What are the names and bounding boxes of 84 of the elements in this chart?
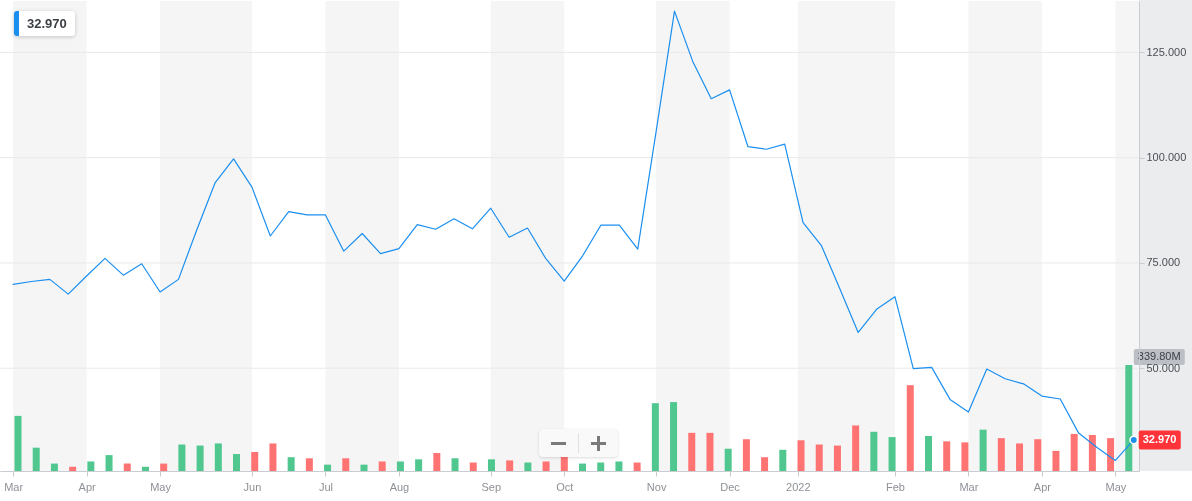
bar [342,458,350,471]
x-tick-label: 2022 [786,480,811,493]
bar [597,462,605,471]
bar [378,461,386,471]
bar [924,436,932,471]
bar [506,460,514,471]
bar [742,439,750,471]
bar [688,432,696,471]
bar [542,461,550,471]
bar [997,438,1005,471]
x-tick-label: Apr [1033,480,1052,493]
bar [815,444,823,471]
x-tick-label: Sep [481,480,502,493]
bar [524,462,532,471]
bar [1052,450,1060,471]
bar [1016,443,1024,471]
bar [14,415,22,471]
bar [651,403,659,471]
bar [469,462,477,471]
bar [123,463,131,471]
bar [888,437,896,471]
y-tick-label: 100.000 [1146,151,1187,164]
bar [1088,434,1096,471]
bar [415,459,423,471]
y-tick-label: 50.000 [1146,361,1181,374]
bar [961,442,969,471]
x-tick-label: Dec [720,480,741,493]
bar [779,449,787,471]
bar [178,444,186,471]
bar [269,443,277,471]
bar [615,461,623,471]
bar [287,457,295,471]
bar [979,429,987,471]
bar [87,461,95,471]
annotation: 339.80M [1137,350,1181,363]
bar [579,463,587,471]
bar [1034,439,1042,471]
x-tick-label: May [1105,480,1127,493]
bar [196,445,204,471]
bar [50,463,58,471]
bar [1070,433,1078,471]
x-tick-label: Mar [4,480,24,493]
bar [833,445,841,471]
bar [943,441,951,471]
data-label: 32.970 [1142,432,1177,445]
bar [487,459,495,471]
y-tick-label: 125.000 [1146,45,1187,58]
bar [360,464,368,471]
bar [233,454,241,471]
y-tick-label: 75.000 [1146,256,1181,269]
bar [324,464,332,471]
bar [797,440,805,471]
bar [906,385,914,471]
bar [870,431,878,471]
x-tick-label: Apr [78,480,96,493]
bar [305,458,313,471]
bar [724,448,732,471]
bar [761,457,769,471]
bar [1125,365,1133,471]
x-tick-label: Oct [556,480,574,493]
x-tick-label: Jun [243,480,262,493]
bar [105,455,113,471]
bar [396,461,404,471]
bar [852,425,860,471]
bar [451,458,459,471]
x-tick-label: Feb [885,480,905,493]
bar [214,443,222,471]
bar [251,451,259,471]
x-tick-label: Jul [318,480,333,493]
bar [160,463,168,471]
bar [1107,438,1115,471]
bar [69,466,77,471]
bar [706,432,714,471]
x-tick-label: Mar [959,480,979,493]
bar [433,452,441,471]
bar [633,462,641,471]
annotation: 32.970 [27,16,67,31]
x-tick-label: May [150,480,172,493]
x-tick-label: Nov [646,480,667,493]
bar [560,456,568,471]
x-tick-label: Aug [389,480,410,493]
bar [32,447,40,471]
bar [141,466,149,471]
bar [670,402,678,471]
